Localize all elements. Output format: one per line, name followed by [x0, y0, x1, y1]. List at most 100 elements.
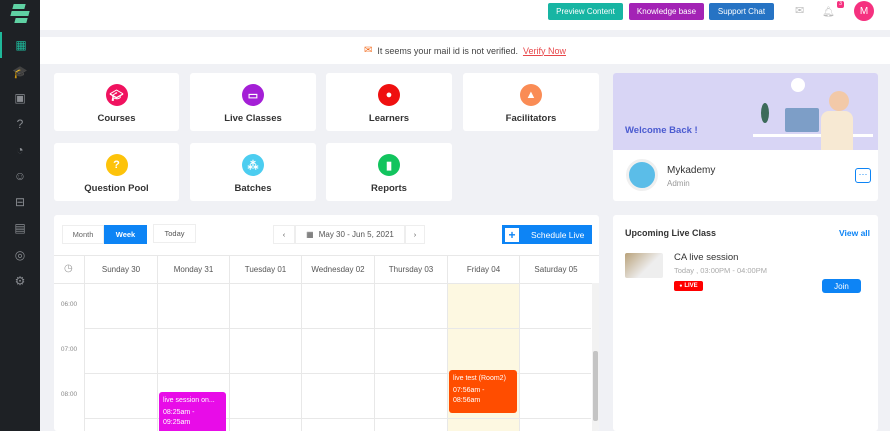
event-time: 08:25am -: [163, 409, 195, 416]
user-icon: ●: [378, 84, 400, 106]
avatar[interactable]: M: [854, 1, 874, 21]
day-header: Tuesday 01: [229, 255, 301, 283]
computer-illustration: [785, 108, 819, 132]
verify-now-link[interactable]: Verify Now: [522, 45, 566, 56]
calendar-icon: ▦: [306, 230, 314, 239]
live-dot-icon: ●: [679, 283, 683, 289]
scrollbar[interactable]: [592, 283, 599, 431]
more-options-button[interactable]: ···: [855, 168, 871, 183]
tile-reports[interactable]: ▮ Reports: [326, 143, 452, 201]
knowledge-base-button[interactable]: Knowledge base: [629, 3, 704, 20]
plant-illustration: [761, 103, 769, 123]
date-range[interactable]: ▦ May 30 - Jun 5, 2021: [295, 225, 405, 244]
welcome-card: Welcome Back ! Mykademy Admin ···: [613, 73, 878, 201]
schedule-live-button[interactable]: + Schedule Live: [502, 225, 592, 244]
live-class-thumbnail: [625, 253, 663, 278]
next-week-button[interactable]: ›: [405, 225, 425, 244]
clock-illustration: [791, 78, 805, 92]
bar-chart-icon: ▮: [378, 154, 400, 176]
live-badge: ● LIVE: [674, 281, 703, 291]
profile-role: Admin: [667, 179, 690, 188]
date-range-label: May 30 - Jun 5, 2021: [318, 230, 394, 239]
time-label: 08:00: [60, 391, 78, 398]
calendar-event[interactable]: live session on... 08:25am - 09:25am: [159, 392, 226, 431]
person-illustration: [829, 91, 849, 111]
live-class-title: CA live session: [674, 252, 739, 263]
clock-icon: ◷: [64, 263, 73, 274]
mail-icon[interactable]: ✉: [795, 5, 805, 17]
question-icon: ?: [105, 154, 128, 176]
sidebar-item-courses[interactable]: 🎓: [12, 65, 28, 79]
calendar-event[interactable]: live test (Room2) 07:56am - 08:56am: [449, 370, 517, 413]
plus-icon: +: [505, 227, 519, 242]
upcoming-title: Upcoming Live Class: [625, 228, 717, 238]
group-icon: ⁂: [242, 154, 264, 176]
event-title: live test (Room2): [453, 375, 506, 382]
tile-question-pool[interactable]: ? Question Pool: [54, 143, 179, 201]
graduation-cap-icon: 🎓︎: [105, 84, 128, 106]
podium-icon: ▲: [520, 84, 542, 106]
notification-badge: 3: [837, 1, 844, 8]
day-header: Friday 04: [447, 255, 519, 283]
top-bar: Preview Content Knowledge base Support C…: [40, 0, 890, 30]
banner-message: It seems your mail id is not verified.: [377, 45, 518, 56]
day-header: Monday 31: [157, 255, 229, 283]
tile-label: Reports: [371, 183, 407, 194]
sidebar: ▦ 🎓 ▣ ? ◔ ☺ ⊟ ▤ ◎ ⚙: [0, 0, 40, 431]
tile-label: Live Classes: [224, 113, 282, 124]
prev-week-button[interactable]: ‹: [273, 225, 295, 244]
join-button[interactable]: Join: [822, 279, 861, 293]
tile-batches[interactable]: ⁂ Batches: [190, 143, 316, 201]
event-time: 07:56am -: [453, 387, 485, 394]
welcome-title: Welcome Back !: [625, 125, 698, 136]
preview-content-button[interactable]: Preview Content: [548, 3, 623, 20]
view-all-link[interactable]: View all: [839, 228, 871, 238]
bell-icon[interactable]: 🔔︎: [822, 7, 835, 18]
verification-banner: ✉ It seems your mail id is not verified.…: [40, 37, 890, 64]
day-header: Thursday 03: [374, 255, 447, 283]
today-button[interactable]: Today: [153, 224, 196, 243]
month-view-button[interactable]: Month: [62, 225, 104, 244]
week-view-button[interactable]: Week: [104, 225, 147, 244]
sidebar-item-reports[interactable]: ◔: [16, 143, 24, 157]
tile-courses[interactable]: 🎓︎ Courses: [54, 73, 179, 131]
tile-live-classes[interactable]: ▭ Live Classes: [190, 73, 316, 131]
tile-label: Courses: [97, 113, 136, 124]
event-title: live session on...: [163, 397, 215, 404]
profile-avatar: [626, 159, 658, 191]
sidebar-item-calendar[interactable]: ▣: [14, 91, 26, 105]
sidebar-item-question[interactable]: ?: [16, 117, 24, 131]
upcoming-live-card: Upcoming Live Class View all CA live ses…: [613, 215, 878, 431]
tile-label: Facilitators: [505, 113, 557, 124]
profile-name: Mykademy: [667, 165, 716, 176]
welcome-banner: Welcome Back !: [613, 73, 878, 150]
logo: [10, 4, 30, 24]
tile-label: Batches: [234, 183, 272, 194]
day-header: Sunday 30: [84, 255, 157, 283]
person-body-illustration: [821, 111, 853, 150]
time-label: 06:00: [60, 301, 78, 308]
live-class-time: Today , 03:00PM - 04:00PM: [674, 266, 767, 275]
event-time: 08:56am: [453, 397, 481, 404]
schedule-live-label: Schedule Live: [531, 229, 585, 240]
live-badge-label: LIVE: [684, 283, 698, 289]
time-label: 07:00: [60, 346, 78, 353]
monitor-icon: ▭: [242, 84, 264, 106]
sidebar-item-users[interactable]: ☺: [13, 169, 27, 183]
tile-label: Learners: [368, 113, 410, 124]
support-chat-button[interactable]: Support Chat: [709, 3, 774, 20]
sidebar-item-globe[interactable]: ◎: [14, 248, 26, 262]
event-time: 09:25am: [163, 419, 191, 426]
sidebar-item-facilitators[interactable]: ⊟: [14, 195, 26, 209]
sidebar-item-settings[interactable]: ⚙: [14, 274, 26, 288]
sidebar-item-clipboard[interactable]: ▤: [14, 221, 26, 235]
sidebar-item-dashboard[interactable]: ▦: [0, 32, 40, 58]
day-header: Saturday 05: [519, 255, 592, 283]
tile-facilitators[interactable]: ▲ Facilitators: [463, 73, 599, 131]
calendar-card: Month Week Today ‹ ▦ May 30 - Jun 5, 2021…: [54, 215, 599, 431]
desk-illustration: [753, 134, 873, 137]
tile-label: Question Pool: [84, 183, 149, 194]
day-header: Wednesday 02: [301, 255, 374, 283]
mail-warning-icon: ✉: [364, 45, 373, 56]
tile-learners[interactable]: ● Learners: [326, 73, 452, 131]
